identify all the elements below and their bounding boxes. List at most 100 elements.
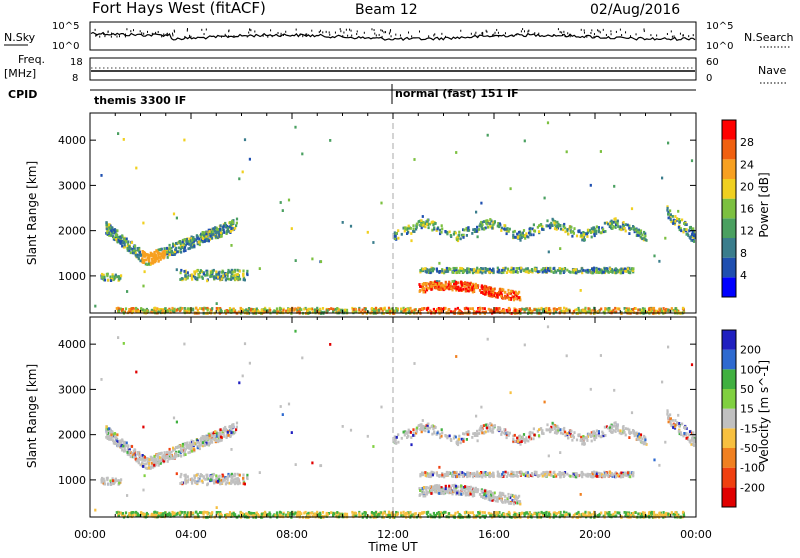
range-gate-cell (517, 271, 519, 274)
noise-search-dot (382, 36, 383, 38)
range-gate-cell (496, 497, 498, 500)
range-gate-cell (589, 310, 591, 313)
range-gate-cell (234, 431, 236, 434)
range-gate-cell (573, 232, 575, 235)
range-gate-cell (150, 456, 152, 459)
range-gate-cell (479, 225, 481, 228)
range-gate-cell (214, 430, 216, 433)
y-tick-label: 2000 (58, 225, 86, 238)
range-gate-cell (600, 231, 602, 234)
range-gate-cell (428, 430, 430, 433)
range-gate-cell (595, 434, 597, 437)
range-gate-cell (566, 309, 568, 312)
range-gate-cell (557, 427, 559, 430)
range-gate-cell (603, 271, 605, 274)
range-gate-cell (620, 268, 622, 271)
range-gate-cell (426, 282, 428, 285)
noise-search-dot (111, 36, 112, 38)
noise-search-dot (474, 34, 475, 36)
range-gate-cell (449, 231, 451, 234)
range-gate-cell (144, 270, 146, 273)
range-gate-cell (491, 269, 493, 272)
range-gate-cell (217, 276, 219, 279)
range-gate-cell (672, 222, 674, 225)
range-gate-cell (611, 221, 613, 224)
range-gate-cell (445, 487, 447, 490)
range-gate-cell (177, 455, 179, 458)
range-gate-cell (538, 230, 540, 233)
range-gate-cell (523, 229, 525, 232)
noise-search-dot (460, 30, 461, 32)
range-gate-cell (419, 494, 421, 497)
range-gate-cell (219, 228, 221, 231)
range-gate-cell (194, 477, 196, 480)
range-gate-cell (432, 223, 434, 226)
range-gate-cell (157, 464, 159, 467)
range-gate-cell (423, 291, 425, 294)
range-gate-cell (468, 284, 470, 287)
range-gate-cell (453, 286, 455, 289)
noise-search-dot (522, 28, 523, 30)
noise-search-dot (206, 29, 207, 31)
range-gate-cell (215, 270, 217, 273)
range-gate-cell (184, 479, 186, 482)
range-gate-cell (196, 474, 198, 477)
range-gate-cell (212, 434, 214, 437)
range-gate-cell (172, 447, 174, 450)
range-gate-cell (609, 471, 611, 474)
y-tick-label: 4000 (58, 134, 86, 147)
range-gate-cell (678, 226, 680, 229)
range-gate-cell (435, 287, 437, 290)
range-gate-cell (187, 247, 189, 250)
range-gate-cell (523, 433, 525, 436)
range-gate-cell (484, 286, 486, 289)
range-gate-cell (410, 227, 412, 230)
range-gate-cell (667, 142, 669, 145)
range-gate-cell (382, 307, 384, 310)
range-gate-cell (120, 478, 122, 481)
noise-search-dot (524, 30, 525, 32)
range-gate-cell (229, 221, 231, 224)
noise-search-dot (161, 35, 162, 37)
range-gate-cell (100, 174, 102, 177)
range-gate-cell (449, 489, 451, 492)
range-gate-cell (581, 239, 583, 242)
range-gate-cell (492, 288, 494, 291)
range-gate-cell (175, 242, 177, 245)
range-gate-cell (458, 438, 460, 441)
range-gate-cell (329, 139, 331, 142)
range-gate-cell (107, 279, 109, 282)
range-gate-cell (224, 222, 226, 225)
range-gate-cell (133, 252, 135, 255)
range-gate-cell (137, 249, 139, 252)
range-gate-cell (116, 433, 118, 436)
noise-search-dot (99, 36, 100, 38)
range-gate-cell (452, 475, 454, 478)
range-gate-cell (489, 426, 491, 429)
range-gate-cell (436, 268, 438, 271)
range-gate-cell (200, 473, 202, 476)
range-gate-cell (520, 471, 522, 474)
range-gate-cell (115, 233, 117, 236)
range-gate-cell (153, 257, 155, 260)
range-gate-cell (663, 307, 665, 310)
range-gate-cell (424, 267, 426, 270)
range-gate-cell (106, 435, 108, 438)
range-gate-cell (680, 229, 682, 232)
range-gate-cell (217, 480, 219, 483)
range-gate-cell (440, 491, 442, 494)
range-gate-cell (137, 453, 139, 456)
noise-search-dot (610, 30, 611, 32)
range-gate-cell (545, 308, 547, 311)
range-gate-cell (453, 233, 455, 236)
range-gate-cell (468, 475, 470, 478)
range-gate-cell (455, 436, 457, 439)
range-gate-cell (139, 463, 141, 466)
range-gate-cell (629, 271, 631, 274)
range-gate-cell (504, 297, 506, 300)
range-gate-cell (491, 227, 493, 230)
range-gate-cell (479, 289, 481, 292)
range-gate-cell (581, 267, 583, 270)
range-gate-cell (508, 307, 510, 310)
range-gate-cell (559, 247, 561, 250)
